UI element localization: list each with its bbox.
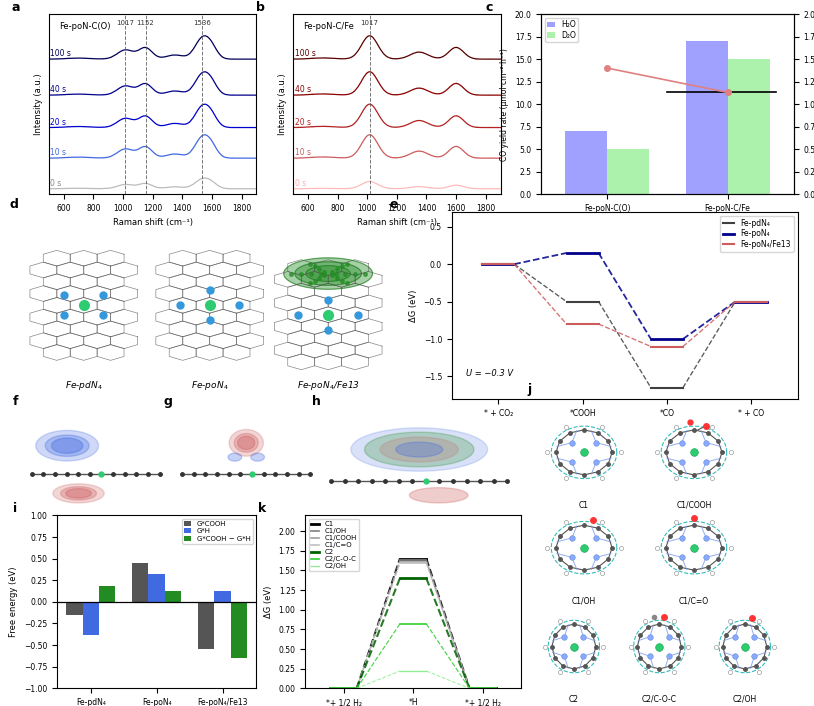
Text: c: c xyxy=(486,1,493,13)
Text: 1017: 1017 xyxy=(361,20,379,26)
X-axis label: Raman shift (cm⁻¹): Raman shift (cm⁻¹) xyxy=(357,218,437,227)
Polygon shape xyxy=(284,258,373,289)
Polygon shape xyxy=(365,432,474,467)
Polygon shape xyxy=(51,438,83,453)
Bar xyxy=(198,602,214,650)
Bar xyxy=(132,563,148,602)
Text: a: a xyxy=(11,1,20,13)
Legend: C1, C1/OH, C1/COOH, C1/C=O, C2, C2/C-O-C, C2/OH: C1, C1/OH, C1/COOH, C1/C=O, C2, C2/C-O-C… xyxy=(309,519,359,571)
Polygon shape xyxy=(409,488,468,503)
Legend: H₂O, D₂O: H₂O, D₂O xyxy=(545,18,578,42)
Text: b: b xyxy=(256,1,265,13)
Y-axis label: ΔG (eV): ΔG (eV) xyxy=(409,289,418,321)
Polygon shape xyxy=(230,429,264,456)
Polygon shape xyxy=(228,453,242,461)
Text: g: g xyxy=(164,395,173,407)
Text: f: f xyxy=(13,395,19,407)
Text: C2/OH: C2/OH xyxy=(733,695,757,704)
Polygon shape xyxy=(351,428,488,471)
Bar xyxy=(66,602,82,615)
Text: h: h xyxy=(312,395,321,407)
Y-axis label: Intensity (a.u.): Intensity (a.u.) xyxy=(278,73,287,135)
Bar xyxy=(82,602,99,635)
Polygon shape xyxy=(306,265,350,282)
Polygon shape xyxy=(53,484,104,503)
Bar xyxy=(685,41,728,194)
Text: k: k xyxy=(258,502,266,515)
Bar xyxy=(566,131,607,194)
Text: 1017: 1017 xyxy=(116,20,134,26)
Polygon shape xyxy=(36,431,98,461)
Polygon shape xyxy=(60,486,97,500)
Text: j: j xyxy=(527,383,532,395)
Text: 20 s: 20 s xyxy=(50,118,66,126)
Polygon shape xyxy=(251,453,265,461)
Text: U = −0.3 V: U = −0.3 V xyxy=(466,369,513,378)
Polygon shape xyxy=(295,262,361,285)
Text: C1/OH: C1/OH xyxy=(572,596,596,605)
Text: 1152: 1152 xyxy=(137,20,155,26)
Text: C2/C-O-C: C2/C-O-C xyxy=(642,695,676,704)
Polygon shape xyxy=(396,442,443,457)
Text: Fe-pdN$_4$: Fe-pdN$_4$ xyxy=(65,378,103,392)
Text: d: d xyxy=(10,198,19,211)
Legend: Fe-pdN₄, Fe-poN₄, Fe-poN₄/Fe13: Fe-pdN₄, Fe-poN₄, Fe-poN₄/Fe13 xyxy=(720,215,794,252)
Bar xyxy=(231,602,247,658)
Text: Fe-poN$_4$/Fe13: Fe-poN$_4$/Fe13 xyxy=(296,378,360,392)
Text: C2: C2 xyxy=(569,695,579,704)
Y-axis label: Intensity (a.u.): Intensity (a.u.) xyxy=(34,73,43,135)
Text: 100 s: 100 s xyxy=(50,49,71,58)
Y-axis label: CO yield rate (μmol·cm⁻²·h⁻¹): CO yield rate (μmol·cm⁻²·h⁻¹) xyxy=(500,48,510,160)
Text: 10 s: 10 s xyxy=(295,148,310,157)
Y-axis label: Free energy (eV): Free energy (eV) xyxy=(9,567,19,637)
Text: 10 s: 10 s xyxy=(50,148,66,157)
Text: 0 s: 0 s xyxy=(50,179,62,188)
Text: C1/C=O: C1/C=O xyxy=(679,596,709,605)
Text: e: e xyxy=(390,198,398,211)
Text: Fe-poN$_4$: Fe-poN$_4$ xyxy=(190,378,229,392)
Polygon shape xyxy=(234,433,258,452)
Text: 40 s: 40 s xyxy=(295,85,311,94)
Polygon shape xyxy=(380,437,458,462)
Text: Fe-poN-C/Fe: Fe-poN-C/Fe xyxy=(304,21,354,30)
Polygon shape xyxy=(46,435,89,456)
Text: 100 s: 100 s xyxy=(295,49,315,58)
Bar xyxy=(148,574,165,602)
Bar xyxy=(214,592,231,602)
Text: 20 s: 20 s xyxy=(295,118,310,126)
X-axis label: Raman shift (cm⁻¹): Raman shift (cm⁻¹) xyxy=(112,218,193,227)
Text: C1: C1 xyxy=(579,501,589,510)
Text: i: i xyxy=(13,502,17,515)
Legend: G*COOH, G*H, G*COOH − G*H: G*COOH, G*H, G*COOH − G*H xyxy=(182,519,253,544)
Text: Fe-poN-C(O): Fe-poN-C(O) xyxy=(59,21,111,30)
Bar xyxy=(728,59,769,194)
Bar xyxy=(607,149,650,194)
Text: C1/COOH: C1/COOH xyxy=(676,501,711,510)
Y-axis label: ΔG (eV): ΔG (eV) xyxy=(264,586,273,618)
Polygon shape xyxy=(66,489,91,498)
Text: 40 s: 40 s xyxy=(50,85,67,94)
Bar xyxy=(99,586,116,602)
Bar xyxy=(165,592,182,602)
Text: 0 s: 0 s xyxy=(295,179,306,188)
Text: 1536: 1536 xyxy=(194,20,212,26)
Polygon shape xyxy=(238,436,255,450)
